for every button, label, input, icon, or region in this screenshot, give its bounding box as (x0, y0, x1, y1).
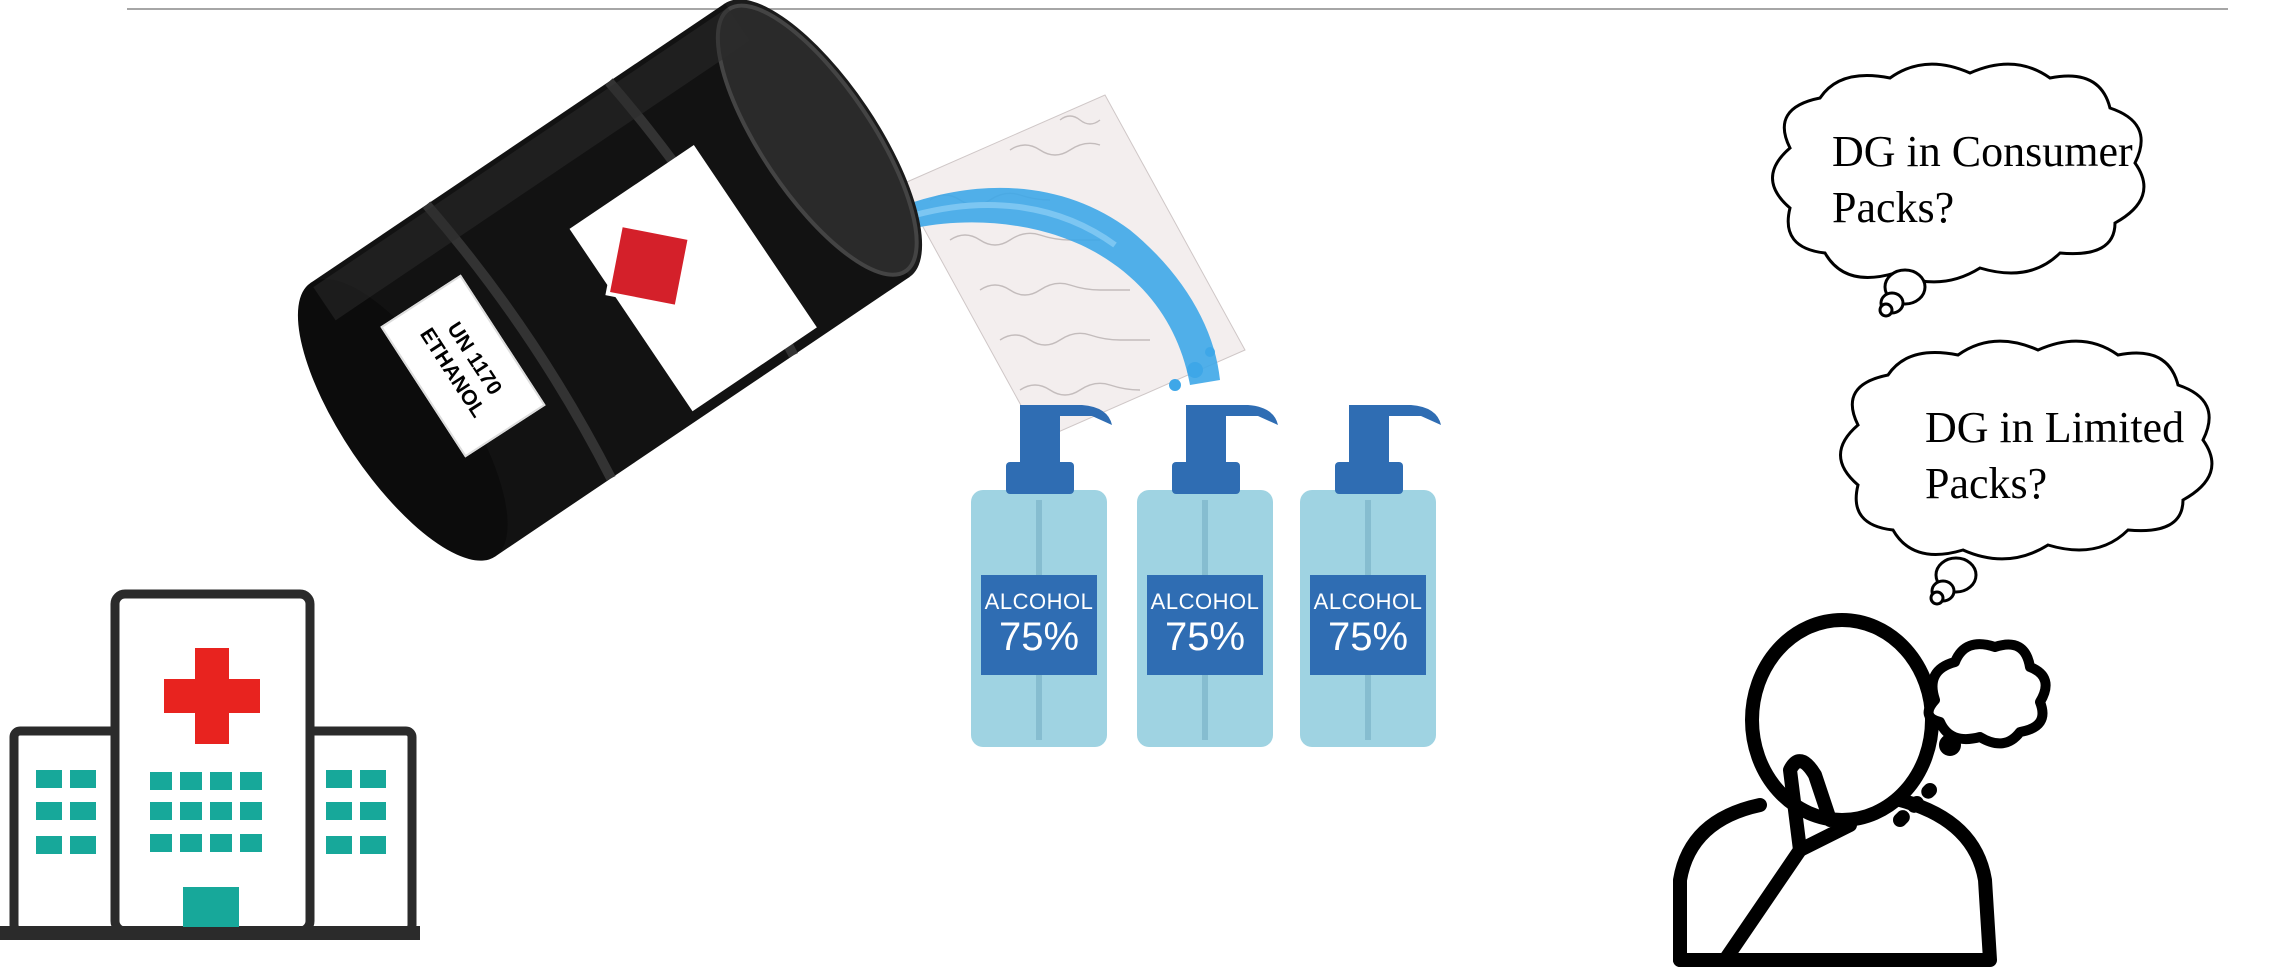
bottle-1-word: ALCOHOL (984, 589, 1094, 614)
bottle-2-percent: 75% (1164, 615, 1246, 659)
bottle-3-label: ALCOHOL 75% (1310, 575, 1426, 675)
bottle-1-label: ALCOHOL 75% (981, 575, 1097, 675)
flammable-liquid-diamond (605, 222, 693, 310)
bottle-1-percent: 75% (998, 615, 1080, 659)
limited-line-2: Packs? (1925, 459, 2048, 508)
alcohol-splash (905, 187, 1220, 391)
chemical-barrel (297, 0, 923, 561)
consumer-line-2: Packs? (1832, 183, 1955, 232)
top-divider (127, 8, 2228, 10)
limited-packs-question: DG in Limited Packs? (1925, 400, 2184, 512)
hospital-icon (0, 589, 420, 940)
thinking-person-icon (1673, 613, 2051, 967)
consumer-line-1: DG in Consumer (1832, 127, 2133, 176)
thought-bubble-consumer (1771, 62, 2146, 318)
bottle-2-word: ALCOHOL (1150, 589, 1260, 614)
splash-texture (899, 94, 1246, 441)
limited-line-1: DG in Limited (1925, 403, 2185, 452)
thought-bubble-limited (1839, 339, 2214, 606)
bottle-2-label: ALCOHOL 75% (1147, 575, 1263, 675)
bottle-3-percent: 75% (1327, 615, 1409, 659)
bottle-3-word: ALCOHOL (1313, 589, 1423, 614)
consumer-packs-question: DG in Consumer Packs? (1832, 124, 2133, 236)
